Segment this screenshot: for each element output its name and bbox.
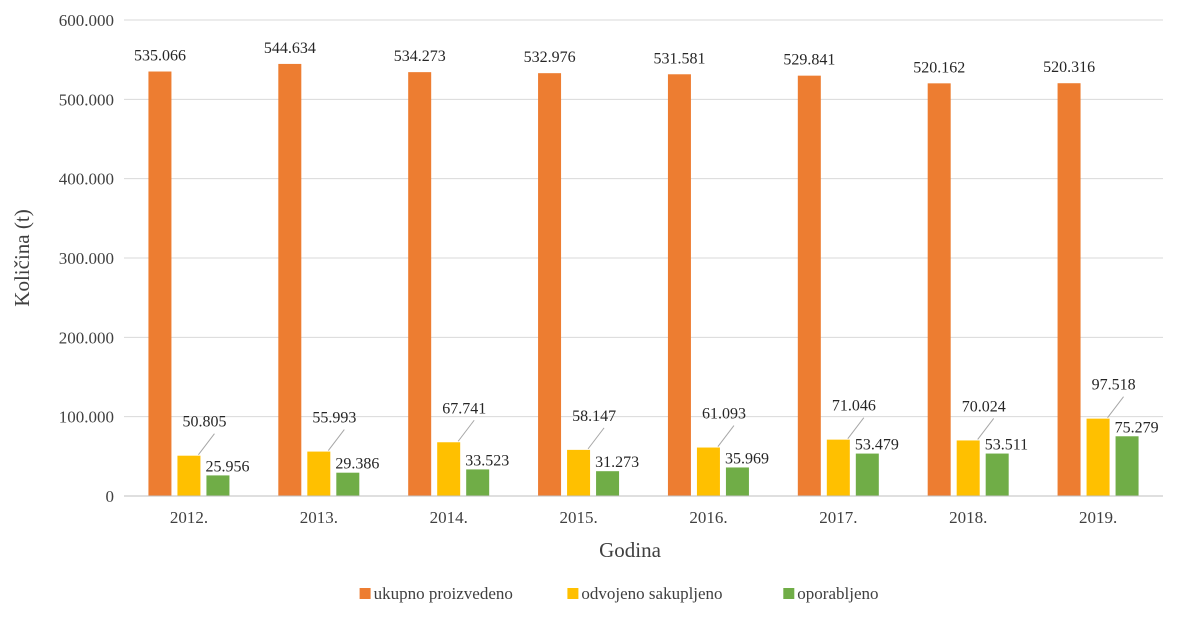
- x-tick-label: 2018.: [949, 508, 987, 527]
- bar-odvojeno-sakupljeno-2017: [826, 439, 850, 496]
- bar-oporabljeno-2017: [855, 453, 879, 496]
- bar-odvojeno-sakupljeno-2013: [307, 451, 331, 496]
- data-label: 25.956: [205, 458, 249, 475]
- bar-odvojeno-sakupljeno-2012: [177, 455, 201, 496]
- x-tick-label: 2013.: [300, 508, 338, 527]
- data-label: 53.511: [985, 437, 1028, 454]
- leader-line: [198, 433, 215, 455]
- y-tick-label: 400.000: [59, 170, 114, 189]
- data-label: 529.841: [783, 52, 835, 69]
- leader-line: [977, 418, 995, 440]
- data-label: 544.634: [264, 40, 316, 57]
- data-label: 534.273: [394, 48, 446, 65]
- bar-oporabljeno-2015: [596, 471, 620, 496]
- data-label: 71.046: [832, 398, 876, 415]
- data-label: 53.479: [855, 437, 899, 454]
- legend-swatch: [783, 588, 795, 599]
- x-axis-title: Godina: [599, 538, 662, 562]
- bar-odvojeno-sakupljeno-2014: [437, 442, 461, 496]
- bar-oporabljeno-2013: [336, 472, 360, 496]
- data-label: 35.969: [725, 450, 769, 467]
- data-label: 535.066: [134, 48, 186, 65]
- leader-line: [587, 427, 605, 450]
- leader-line: [1107, 396, 1124, 418]
- y-axis-ticks: 0 100.000 200.000 300.000 400.000 500.000 600.…: [59, 11, 114, 506]
- legend-swatch: [567, 588, 579, 599]
- bar-ukupno-proizvedeno-2017: [797, 75, 821, 496]
- y-tick-label: 500.000: [59, 90, 114, 109]
- data-label: 55.993: [312, 410, 356, 427]
- bar-oporabljeno-2014: [466, 469, 490, 496]
- y-tick-label: 200.000: [59, 328, 114, 347]
- bar-ukupno-proizvedeno-2018: [927, 83, 951, 497]
- bar-oporabljeno-2019: [1115, 436, 1139, 496]
- label-leaders: [198, 396, 1124, 455]
- legend-swatch: [359, 588, 371, 599]
- x-tick-label: 2015.: [559, 508, 597, 527]
- data-label: 70.024: [962, 398, 1006, 415]
- x-tick-label: 2014.: [430, 508, 468, 527]
- bar-oporabljeno-2012: [206, 475, 230, 496]
- y-tick-label: 100.000: [59, 408, 114, 427]
- data-label: 75.279: [1115, 419, 1159, 436]
- bar-odvojeno-sakupljeno-2015: [567, 449, 591, 496]
- bar-ukupno-proizvedeno-2014: [408, 72, 432, 496]
- data-label: 520.162: [913, 59, 965, 76]
- x-axis-ticks: 2012. 2013. 2014. 2015. 2016. 2017. 2018. 2019.: [170, 508, 1117, 527]
- legend-label: odvojeno sakupljeno: [581, 584, 722, 603]
- data-labels: 535.066 50.805 25.956 544.634 55.993 29.386 53…: [134, 40, 1159, 475]
- bar-odvojeno-sakupljeno-2018: [956, 440, 980, 496]
- bar-ukupno-proizvedeno-2015: [538, 73, 562, 497]
- leader-line: [457, 419, 475, 442]
- data-label: 520.316: [1043, 59, 1095, 76]
- bar-oporabljeno-2018: [985, 453, 1009, 496]
- data-label: 532.976: [524, 49, 576, 66]
- leader-line: [717, 425, 735, 447]
- x-tick-label: 2012.: [170, 508, 208, 527]
- y-axis-title: Količina (t): [10, 209, 34, 306]
- bar-ukupno-proizvedeno-2019: [1057, 83, 1081, 496]
- x-tick-label: 2019.: [1079, 508, 1117, 527]
- y-tick-label: 0: [106, 487, 115, 506]
- x-tick-label: 2017.: [819, 508, 857, 527]
- data-label: 31.273: [595, 454, 639, 471]
- data-label: 531.581: [653, 50, 705, 67]
- bar-ukupno-proizvedeno-2016: [667, 74, 691, 496]
- data-label: 97.518: [1092, 377, 1136, 394]
- data-label: 50.805: [182, 414, 226, 431]
- data-label: 58.147: [572, 408, 616, 425]
- data-label: 61.093: [702, 406, 746, 423]
- bar-ukupno-proizvedeno-2013: [278, 63, 302, 496]
- legend: ukupno proizvedeno odvojeno sakupljeno opo…: [359, 584, 879, 603]
- y-tick-label: 600.000: [59, 11, 114, 30]
- bar-odvojeno-sakupljeno-2016: [696, 447, 720, 496]
- legend-label: oporabljeno: [797, 584, 878, 603]
- data-label: 67.741: [442, 400, 486, 417]
- y-tick-label: 300.000: [59, 249, 114, 268]
- legend-label: ukupno proizvedeno: [374, 584, 513, 603]
- data-label: 33.523: [465, 452, 509, 469]
- x-tick-label: 2016.: [689, 508, 727, 527]
- data-label: 29.386: [335, 456, 379, 473]
- leader-line: [327, 429, 345, 451]
- leader-line: [847, 417, 865, 439]
- bar-odvojeno-sakupljeno-2019: [1086, 418, 1110, 496]
- bars: [148, 63, 1139, 497]
- bar-ukupno-proizvedeno-2012: [148, 71, 172, 496]
- bar-oporabljeno-2016: [725, 467, 749, 496]
